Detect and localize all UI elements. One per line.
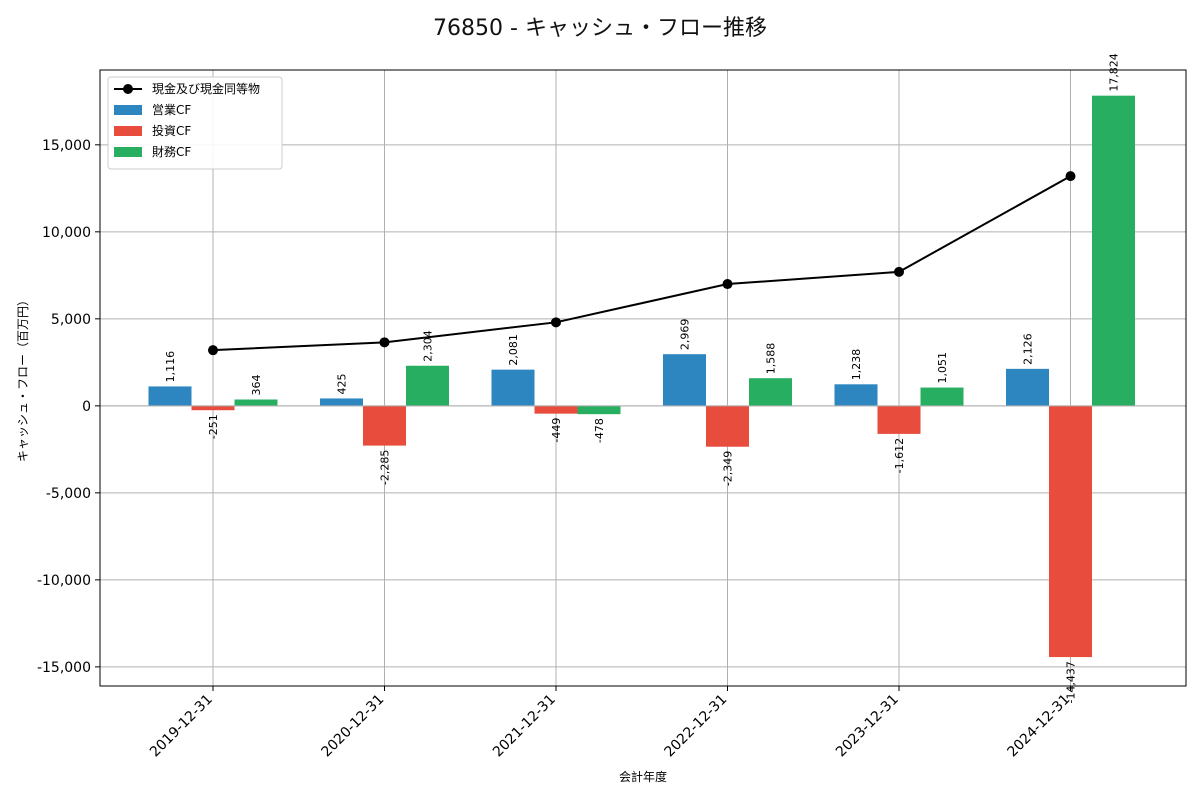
x-axis-label: 会計年度	[619, 769, 667, 784]
legend-box	[107, 76, 283, 170]
x-tick-label: 2020-12-31	[318, 692, 387, 761]
data-label: 2,081	[507, 334, 520, 366]
bar-1-0	[191, 405, 235, 411]
bar-1-4	[877, 405, 921, 434]
y-tick-label: 10,000	[42, 225, 91, 241]
data-label: 2,304	[422, 330, 435, 362]
y-axis-label: キャッシュ・フロー（百万円）	[16, 294, 30, 462]
bar-2-0	[234, 399, 278, 406]
bar-0-1	[320, 398, 363, 406]
data-label: -251	[207, 414, 220, 439]
x-tick-label: 2022-12-31	[661, 692, 730, 761]
line-point-3-5	[1065, 171, 1076, 182]
data-label: -478	[593, 418, 606, 443]
legend-bar-swatch	[114, 105, 142, 115]
bar-0-4	[834, 384, 878, 406]
bar-0-3	[663, 354, 706, 406]
legend-label: 財務CF	[152, 144, 191, 159]
bar-0-0	[148, 386, 192, 406]
data-label: 1,051	[936, 352, 949, 384]
legend-label: 営業CF	[152, 103, 191, 117]
legend-marker-swatch	[123, 84, 133, 94]
plot-background	[100, 70, 1186, 686]
data-label: 425	[336, 373, 349, 394]
bar-2-1	[406, 365, 449, 406]
bar-1-2	[534, 405, 578, 414]
legend-label: 投資CF	[152, 123, 191, 138]
x-tick-label: 2024-12-31	[1004, 692, 1073, 761]
bar-2-4	[920, 387, 964, 406]
data-label: -449	[550, 418, 563, 443]
data-label: 17,824	[1108, 53, 1121, 92]
legend-label: 現金及び現金同等物	[152, 81, 260, 96]
line-point-3-0	[208, 345, 218, 356]
data-label: -1,612	[893, 438, 906, 473]
x-tick-label: 2023-12-31	[833, 692, 902, 761]
x-tick-label: 2019-12-31	[147, 692, 216, 761]
legend-bar-swatch	[114, 147, 142, 157]
bar-2-5	[1092, 95, 1135, 406]
y-tick-label: 15,000	[42, 138, 91, 154]
data-label: 1,116	[164, 351, 177, 383]
x-tick-label: 2021-12-31	[490, 692, 559, 761]
bar-1-5	[1049, 405, 1092, 658]
bar-2-3	[749, 378, 792, 406]
line-point-3-1	[379, 337, 390, 348]
bar-0-5	[1006, 368, 1049, 406]
bar-2-2	[577, 405, 621, 415]
data-label: -2,285	[379, 450, 392, 485]
data-label: 2,969	[679, 319, 692, 351]
line-point-3-4	[894, 266, 904, 277]
data-label: 1,588	[765, 343, 778, 375]
y-tick-label: -15,000	[37, 660, 91, 676]
legend-bar-swatch	[114, 126, 142, 136]
data-label: 2,126	[1022, 333, 1035, 365]
data-label: -2,349	[722, 451, 735, 486]
y-tick-label: -10,000	[37, 573, 91, 589]
bar-0-2	[491, 369, 535, 406]
plot-frame	[99, 69, 1187, 687]
line-point-3-2	[551, 317, 561, 328]
line-point-3-3	[722, 279, 733, 290]
bar-1-1	[363, 405, 406, 446]
y-tick-label: -5,000	[46, 486, 91, 502]
chart-title: 76850 - キャッシュ・フロー推移	[433, 16, 767, 41]
data-label: 364	[250, 375, 263, 396]
y-tick-label: 0	[82, 399, 91, 415]
data-label: 1,238	[850, 349, 863, 381]
data-label: -14,437	[1065, 661, 1078, 703]
bar-1-3	[706, 405, 749, 447]
line-series-3	[212, 175, 1071, 352]
y-tick-label: 5,000	[51, 312, 91, 328]
